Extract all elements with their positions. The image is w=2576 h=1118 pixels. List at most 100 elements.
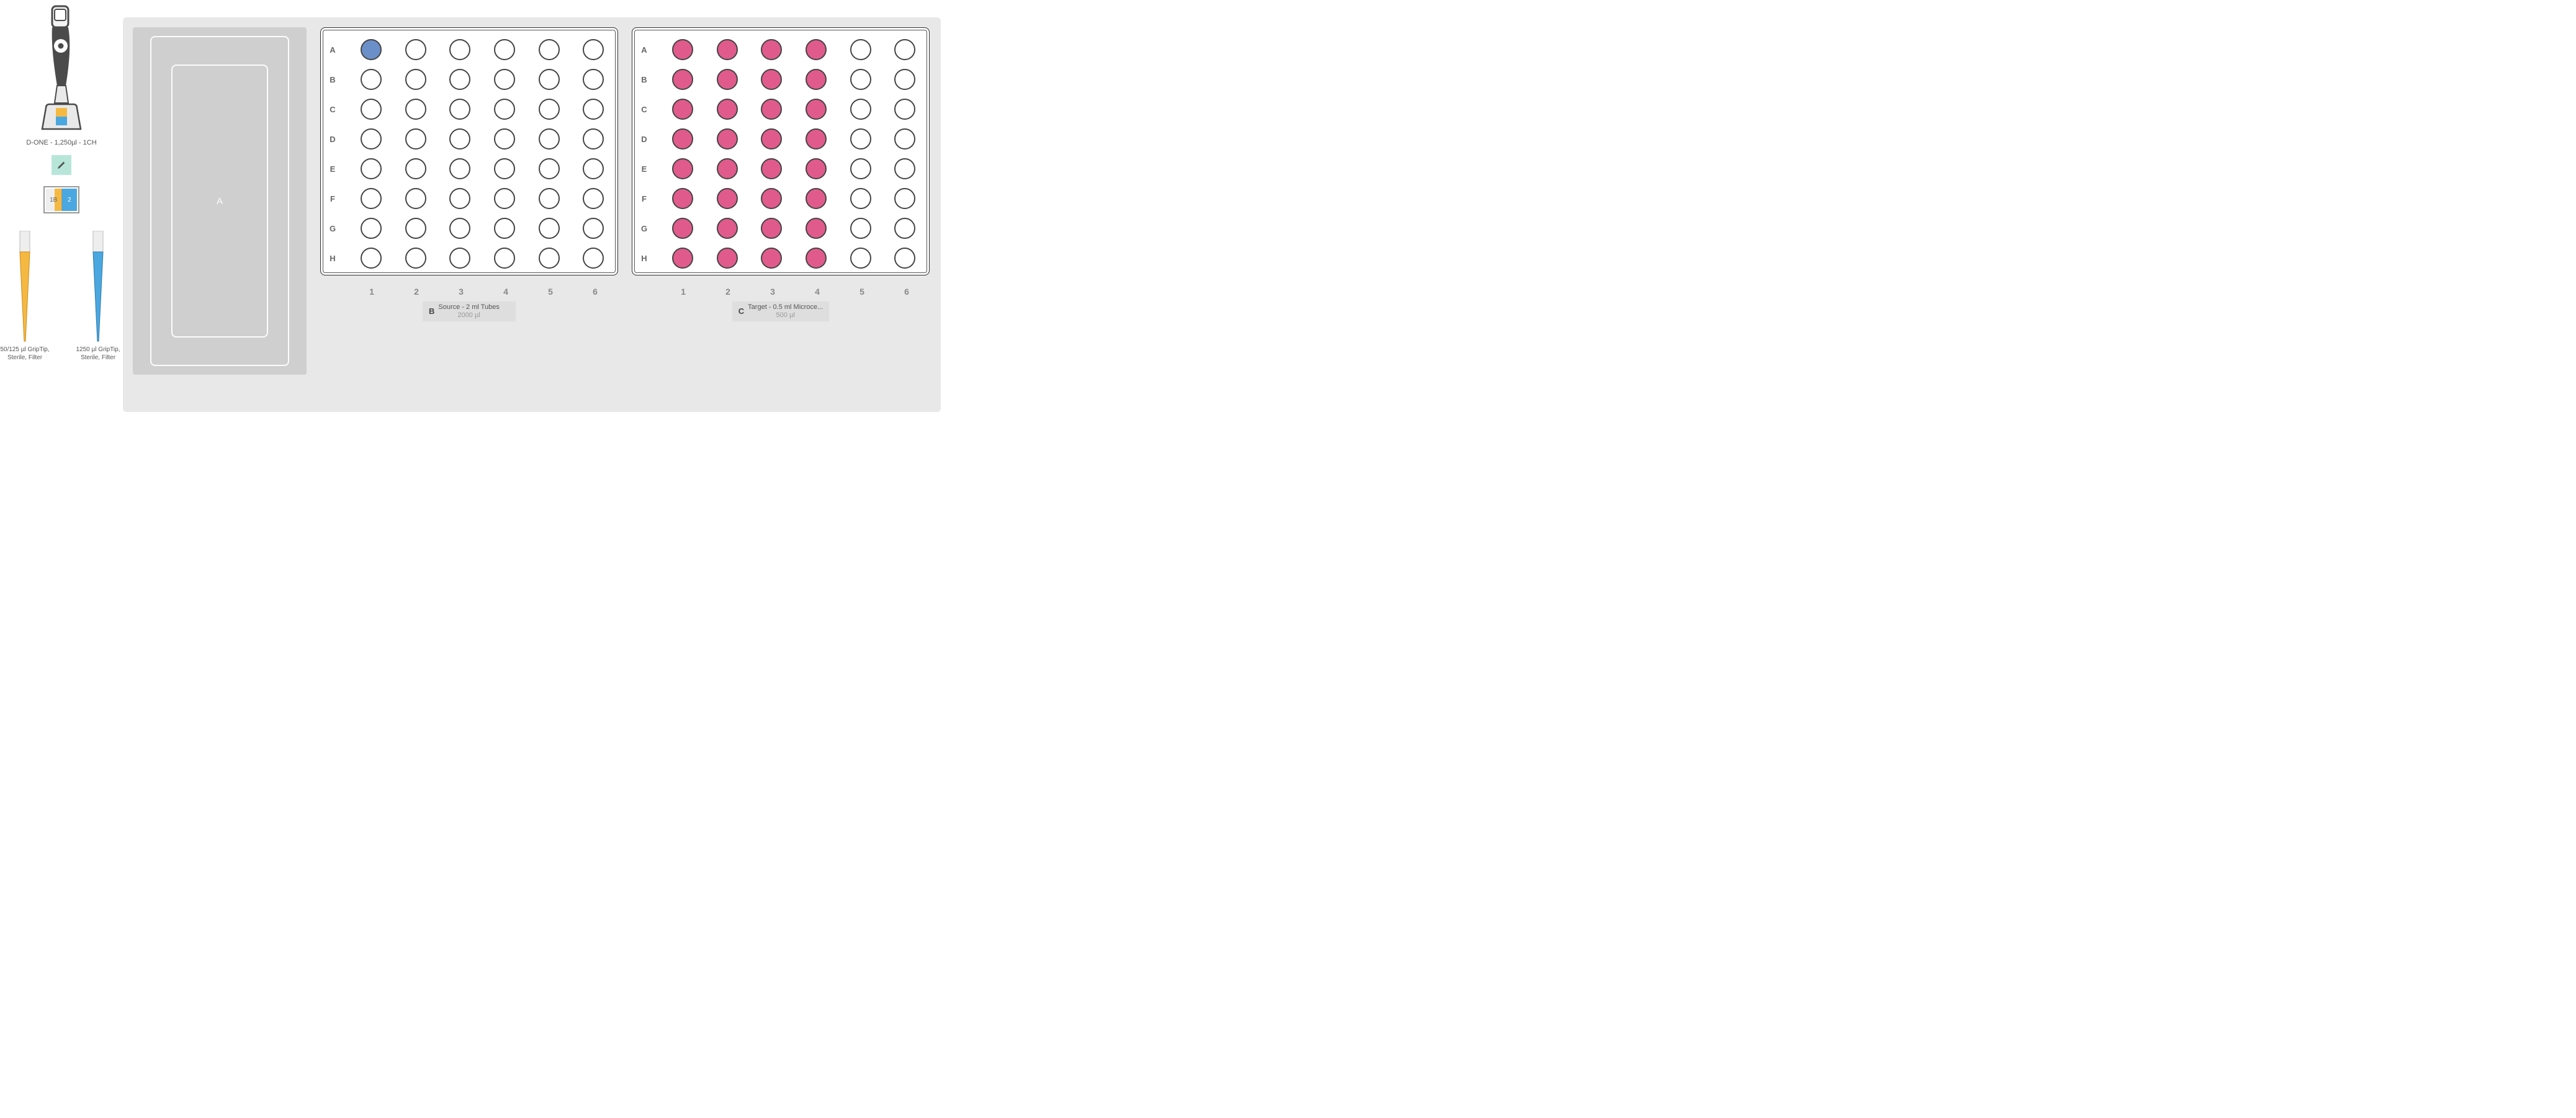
well-G4[interactable] (494, 218, 515, 239)
well-D4[interactable] (494, 128, 515, 150)
well-G3[interactable] (761, 218, 782, 239)
well-H1[interactable] (361, 248, 382, 269)
tip-slot-2[interactable]: 2 (62, 189, 78, 211)
well-H4[interactable] (806, 248, 827, 269)
well-G5[interactable] (539, 218, 560, 239)
well-F5[interactable] (539, 188, 560, 209)
well-A4[interactable] (806, 39, 827, 60)
well-G2[interactable] (717, 218, 738, 239)
well-E5[interactable] (539, 158, 560, 179)
well-B2[interactable] (717, 69, 738, 90)
tip-item-1[interactable]: 50/125 µl GripTip, Sterile, Filter (0, 231, 50, 362)
well-F3[interactable] (449, 188, 470, 209)
well-G1[interactable] (672, 218, 693, 239)
well-F6[interactable] (583, 188, 604, 209)
well-C5[interactable] (850, 99, 871, 120)
well-D5[interactable] (850, 128, 871, 150)
well-B4[interactable] (494, 69, 515, 90)
well-E6[interactable] (894, 158, 915, 179)
well-D6[interactable] (583, 128, 604, 150)
well-D1[interactable] (361, 128, 382, 150)
well-F2[interactable] (717, 188, 738, 209)
well-C6[interactable] (583, 99, 604, 120)
well-C4[interactable] (494, 99, 515, 120)
well-D3[interactable] (761, 128, 782, 150)
well-E2[interactable] (717, 158, 738, 179)
well-H3[interactable] (449, 248, 470, 269)
placeholder-A[interactable]: A (133, 27, 307, 375)
well-H6[interactable] (894, 248, 915, 269)
well-C3[interactable] (761, 99, 782, 120)
well-A6[interactable] (583, 39, 604, 60)
well-B5[interactable] (539, 69, 560, 90)
well-F6[interactable] (894, 188, 915, 209)
well-D4[interactable] (806, 128, 827, 150)
well-C5[interactable] (539, 99, 560, 120)
well-A6[interactable] (894, 39, 915, 60)
well-A2[interactable] (717, 39, 738, 60)
well-F3[interactable] (761, 188, 782, 209)
well-G6[interactable] (583, 218, 604, 239)
tip-slot-1[interactable]: 1B (46, 189, 62, 211)
well-B2[interactable] (405, 69, 426, 90)
well-E1[interactable] (361, 158, 382, 179)
tip-slot-selector[interactable]: 1B 2 (43, 186, 79, 213)
well-A1[interactable] (361, 39, 382, 60)
well-F2[interactable] (405, 188, 426, 209)
well-E6[interactable] (583, 158, 604, 179)
well-D5[interactable] (539, 128, 560, 150)
well-F1[interactable] (361, 188, 382, 209)
well-E3[interactable] (449, 158, 470, 179)
well-G4[interactable] (806, 218, 827, 239)
well-D2[interactable] (717, 128, 738, 150)
well-A3[interactable] (761, 39, 782, 60)
tip-item-2[interactable]: 1250 µl GripTip, Sterile, Filter (73, 231, 123, 362)
well-H4[interactable] (494, 248, 515, 269)
well-A1[interactable] (672, 39, 693, 60)
well-H6[interactable] (583, 248, 604, 269)
well-G3[interactable] (449, 218, 470, 239)
well-B4[interactable] (806, 69, 827, 90)
well-G6[interactable] (894, 218, 915, 239)
well-B5[interactable] (850, 69, 871, 90)
well-G2[interactable] (405, 218, 426, 239)
well-D1[interactable] (672, 128, 693, 150)
well-B1[interactable] (361, 69, 382, 90)
well-B3[interactable] (761, 69, 782, 90)
well-A2[interactable] (405, 39, 426, 60)
well-F5[interactable] (850, 188, 871, 209)
deck-position-A[interactable]: A (133, 27, 307, 412)
well-H5[interactable] (539, 248, 560, 269)
well-C6[interactable] (894, 99, 915, 120)
well-E3[interactable] (761, 158, 782, 179)
well-H2[interactable] (405, 248, 426, 269)
well-E2[interactable] (405, 158, 426, 179)
well-C3[interactable] (449, 99, 470, 120)
well-F4[interactable] (806, 188, 827, 209)
well-E4[interactable] (806, 158, 827, 179)
well-C2[interactable] (717, 99, 738, 120)
well-H5[interactable] (850, 248, 871, 269)
well-B1[interactable] (672, 69, 693, 90)
well-E4[interactable] (494, 158, 515, 179)
well-A5[interactable] (539, 39, 560, 60)
well-E1[interactable] (672, 158, 693, 179)
well-A5[interactable] (850, 39, 871, 60)
well-B6[interactable] (894, 69, 915, 90)
well-G5[interactable] (850, 218, 871, 239)
well-C1[interactable] (361, 99, 382, 120)
well-B3[interactable] (449, 69, 470, 90)
well-H2[interactable] (717, 248, 738, 269)
well-C4[interactable] (806, 99, 827, 120)
well-A4[interactable] (494, 39, 515, 60)
well-C2[interactable] (405, 99, 426, 120)
well-B6[interactable] (583, 69, 604, 90)
well-H1[interactable] (672, 248, 693, 269)
well-C1[interactable] (672, 99, 693, 120)
well-F1[interactable] (672, 188, 693, 209)
well-D6[interactable] (894, 128, 915, 150)
well-F4[interactable] (494, 188, 515, 209)
well-D3[interactable] (449, 128, 470, 150)
well-G1[interactable] (361, 218, 382, 239)
edit-button[interactable] (52, 155, 71, 175)
